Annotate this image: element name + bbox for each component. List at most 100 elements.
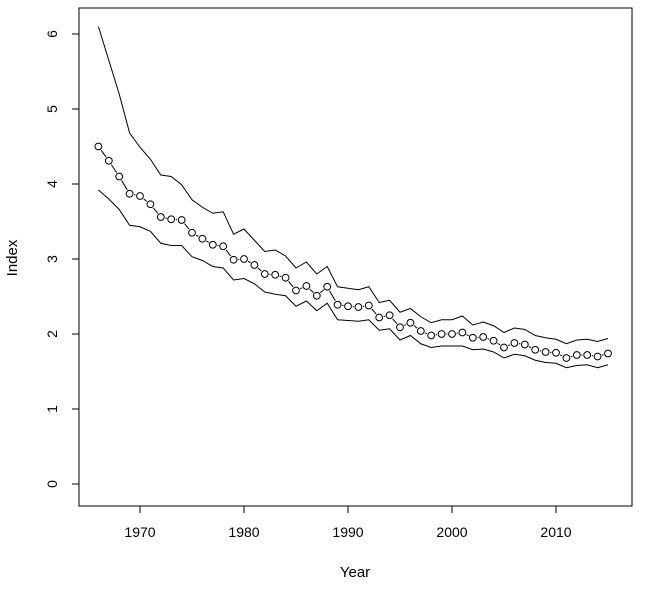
data-point	[333, 300, 342, 309]
data-point	[146, 200, 155, 209]
data-point	[364, 301, 373, 310]
data-point	[406, 318, 415, 327]
series-line-segment	[247, 260, 251, 264]
data-point	[219, 242, 228, 251]
x-tick-label: 2000	[436, 524, 467, 540]
series-line-segment	[404, 324, 407, 326]
series-line	[98, 189, 609, 369]
data-point	[489, 336, 498, 345]
data-point	[260, 270, 269, 278]
data-point	[572, 351, 581, 359]
data-point	[396, 323, 404, 332]
y-tick-label: 6	[44, 30, 60, 38]
x-tick-label: 1970	[124, 524, 155, 540]
series-line-segment	[413, 325, 418, 329]
y-tick-label: 5	[44, 105, 60, 113]
series-line-segment	[110, 164, 118, 173]
data-point	[136, 192, 144, 200]
data-point	[312, 291, 321, 300]
data-point	[552, 348, 560, 357]
data-point	[541, 348, 550, 356]
data-point	[208, 240, 217, 249]
series-line-segment	[319, 289, 325, 294]
series-line-segment	[300, 287, 303, 290]
data-point	[416, 327, 425, 335]
series-line-segment	[371, 308, 377, 315]
data-point	[188, 228, 196, 237]
data-point	[271, 270, 280, 279]
series-line-segment	[329, 290, 336, 302]
y-axis: 0 1 2 3 4 5 6	[44, 30, 80, 488]
data-point	[104, 156, 113, 165]
data-point	[177, 216, 186, 224]
series-line-segment	[288, 280, 294, 288]
data-point	[240, 255, 248, 263]
data-point	[468, 333, 477, 342]
series-1	[97, 26, 609, 345]
y-tick-label: 1	[44, 405, 60, 413]
data-point	[427, 331, 436, 340]
series-line-segment	[508, 344, 511, 347]
y-tick-label: 4	[44, 180, 60, 188]
series-0	[94, 142, 612, 362]
data-point	[593, 352, 602, 361]
series-line-segment	[559, 354, 563, 357]
data-point	[437, 330, 446, 338]
data-point	[604, 349, 612, 358]
series-line-segment	[195, 234, 199, 237]
y-axis-title: Index	[4, 239, 21, 276]
series-line	[97, 26, 609, 345]
x-axis-title: Year	[340, 564, 370, 581]
data-point	[354, 303, 363, 311]
series-line-segment	[487, 338, 490, 340]
series-line-segment	[392, 318, 398, 325]
data-point	[500, 343, 508, 352]
data-point	[583, 351, 592, 359]
series-line-segment	[424, 332, 428, 335]
series-2	[98, 189, 609, 369]
data-point	[115, 172, 124, 181]
data-point	[198, 234, 207, 243]
data-point	[292, 286, 300, 295]
series-line-segment	[152, 207, 159, 214]
x-axis: 1970 1980 1990 2000 2010	[124, 505, 572, 540]
series-line-segment	[466, 334, 469, 337]
data-point	[520, 340, 529, 349]
data-point	[250, 261, 259, 269]
data-point	[510, 339, 519, 347]
series-line-segment	[257, 267, 262, 272]
x-tick-label: 1980	[228, 524, 259, 540]
data-point	[531, 345, 540, 354]
data-point	[562, 354, 571, 362]
data-point	[323, 282, 332, 291]
series-line-segment	[225, 249, 232, 257]
data-point	[375, 313, 384, 322]
data-point	[479, 333, 488, 341]
y-tick-label: 0	[44, 480, 60, 488]
data-point	[94, 142, 103, 151]
series-line-segment	[100, 149, 107, 158]
data-point	[167, 215, 176, 224]
series-line-segment	[309, 288, 314, 293]
series-line-segment	[528, 346, 532, 349]
series-layer	[94, 26, 612, 369]
data-point	[156, 213, 165, 221]
data-point	[229, 255, 238, 264]
data-point	[302, 282, 311, 290]
data-point	[448, 330, 456, 338]
series-line-segment	[206, 240, 210, 243]
x-tick-label: 1990	[332, 524, 363, 540]
data-point	[458, 328, 467, 337]
data-point	[125, 189, 134, 198]
x-tick-label: 2010	[540, 524, 571, 540]
data-point	[344, 302, 352, 311]
series-line-segment	[143, 198, 148, 202]
plot-box	[78, 7, 633, 507]
data-point	[385, 311, 394, 320]
series-line-segment	[497, 342, 501, 346]
y-tick-label: 2	[44, 330, 60, 338]
series-line-segment	[184, 223, 190, 230]
y-tick-label: 3	[44, 255, 60, 263]
series-line-segment	[121, 180, 128, 191]
